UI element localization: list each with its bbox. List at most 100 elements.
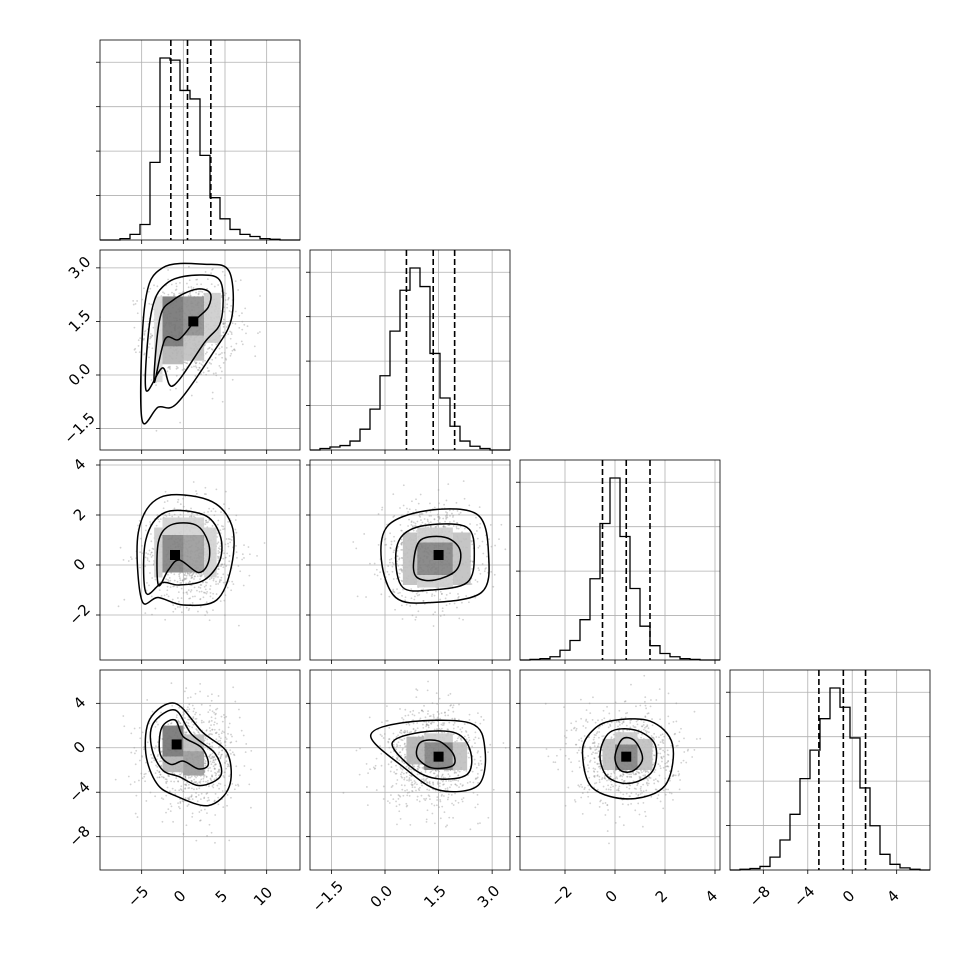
scatter-point xyxy=(195,839,198,842)
scatter-point xyxy=(403,737,406,740)
scatter-point xyxy=(183,573,186,576)
scatter-point xyxy=(400,568,402,570)
scatter-point xyxy=(221,753,223,756)
scatter-point xyxy=(477,762,480,765)
scatter-point xyxy=(576,751,579,754)
scatter-point xyxy=(211,343,213,346)
scatter-point xyxy=(387,741,390,744)
scatter-point xyxy=(574,800,577,803)
scatter-point xyxy=(194,365,197,368)
scatter-point xyxy=(190,794,193,797)
contour-level-2 xyxy=(391,730,473,780)
scatter-point xyxy=(411,784,413,787)
scatter-point xyxy=(178,706,181,709)
scatter-point xyxy=(442,525,445,527)
scatter-point xyxy=(458,770,461,773)
scatter-point xyxy=(429,798,431,801)
scatter-point xyxy=(480,715,483,718)
scatter-point xyxy=(659,765,662,767)
scatter-point xyxy=(429,502,431,505)
histogram-panel-0 xyxy=(96,39,301,244)
scatter-point xyxy=(223,527,226,530)
scatter-point xyxy=(407,511,409,513)
scatter-point xyxy=(644,716,647,718)
scatter-point xyxy=(433,716,435,719)
scatter-point xyxy=(405,771,408,774)
scatter-point xyxy=(490,570,493,573)
scatter-point xyxy=(401,580,404,583)
scatter-point xyxy=(166,500,169,502)
scatter-point xyxy=(179,513,182,516)
scatter-point xyxy=(413,714,416,717)
scatter-point xyxy=(401,564,404,567)
scatter-point xyxy=(587,784,590,787)
scatter-point xyxy=(413,598,416,601)
scatter-point xyxy=(150,753,152,756)
scatter-point xyxy=(449,704,452,707)
scatter-point xyxy=(504,746,507,749)
scatter-point xyxy=(420,519,422,521)
scatter-point xyxy=(427,724,430,727)
scatter-point xyxy=(194,595,196,598)
scatter-point xyxy=(177,780,179,783)
scatter-point xyxy=(176,597,179,599)
scatter-point xyxy=(498,538,500,541)
scatter-point xyxy=(200,584,203,586)
scatter-point xyxy=(209,729,212,732)
scatter-point xyxy=(417,610,420,613)
scatter-point xyxy=(472,791,475,794)
scatter-point xyxy=(159,773,162,776)
scatter-point xyxy=(194,781,197,784)
scatter-point xyxy=(432,713,435,716)
scatter-point xyxy=(191,812,194,815)
scatter-point xyxy=(198,590,201,593)
scatter-point xyxy=(395,772,398,775)
density-cell xyxy=(183,751,205,776)
scatter-point xyxy=(144,556,147,559)
scatter-point xyxy=(226,765,229,768)
panel-content xyxy=(342,680,512,831)
scatter-point xyxy=(355,547,358,550)
density-cell xyxy=(162,346,184,365)
scatter-point xyxy=(201,581,204,584)
scatter-point xyxy=(181,579,184,582)
scatter-point xyxy=(384,537,387,540)
scatter-point xyxy=(400,543,403,546)
density-cell xyxy=(452,532,471,585)
scatter-point xyxy=(414,618,417,621)
scatter-point xyxy=(161,820,164,823)
scatter-point xyxy=(156,755,159,758)
scatter-point xyxy=(209,745,212,748)
scatter-point xyxy=(200,703,203,706)
scatter-point xyxy=(489,524,492,526)
y-tick-label: −1.5 xyxy=(60,409,98,447)
scatter-point xyxy=(445,825,447,828)
scatter-point xyxy=(228,560,231,563)
scatter-point xyxy=(474,731,477,734)
axes-frame xyxy=(309,669,511,871)
scatter-point xyxy=(449,514,451,517)
scatter-point xyxy=(162,798,165,800)
scatter-point xyxy=(365,596,367,598)
scatter-point xyxy=(133,326,136,329)
scatter-point xyxy=(218,733,220,736)
scatter-point xyxy=(419,493,422,496)
scatter-point xyxy=(449,592,451,595)
scatter-point xyxy=(465,738,468,741)
scatter-point xyxy=(387,763,390,766)
scatter-point xyxy=(224,755,227,758)
scatter-point xyxy=(510,747,512,749)
scatter-point xyxy=(139,737,142,740)
scatter-point xyxy=(215,593,218,595)
scatter-point xyxy=(205,601,208,604)
scatter-point xyxy=(559,748,562,751)
scatter-point xyxy=(379,733,382,736)
scatter-point xyxy=(218,556,221,558)
scatter-point xyxy=(230,589,233,592)
scatter-point xyxy=(208,519,211,522)
scatter-point xyxy=(222,806,225,809)
scatter-point xyxy=(171,787,174,790)
scatter-point xyxy=(644,715,647,718)
scatter-point xyxy=(403,743,406,746)
scatter-point xyxy=(447,779,450,782)
